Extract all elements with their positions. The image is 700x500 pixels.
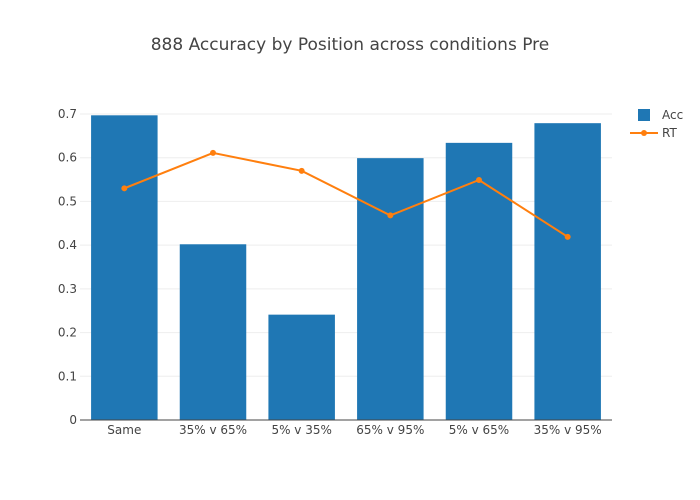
y-tick-labels: 0 0.1 0.2 0.3 0.4 0.5 0.6 0.7: [58, 107, 77, 427]
y-tick-label-5: 0.5: [58, 194, 77, 208]
bar-0[interactable]: [91, 115, 158, 420]
point-rt-2[interactable]: [298, 167, 305, 174]
x-tick-label-0: Same: [107, 423, 141, 437]
grid-layer: [80, 113, 612, 377]
bar-5[interactable]: [534, 123, 601, 421]
legend[interactable]: Acc RT: [630, 108, 683, 140]
point-rt-1[interactable]: [210, 149, 216, 156]
x-tick-label-5: 35% v 95%: [534, 423, 602, 437]
y-tick-label-3: 0.3: [58, 282, 77, 296]
x-tick-label-2: 5% v 35%: [271, 423, 331, 437]
line-layer: [121, 149, 571, 240]
point-rt-3[interactable]: [387, 212, 394, 219]
legend-swatch-acc: [638, 109, 650, 121]
x-tick-label-3: 65% v 95%: [356, 423, 424, 437]
bar-1[interactable]: [179, 244, 247, 420]
x-tick-labels: Same 35% v 65% 5% v 35% 65% v 95% 5% v 65% 35…: [107, 423, 601, 437]
point-rt-5[interactable]: [564, 233, 571, 240]
point-rt-0[interactable]: [121, 185, 128, 192]
point-rt-4[interactable]: [476, 177, 482, 184]
bar-3[interactable]: [357, 158, 424, 420]
y-tick-label-6: 0.6: [58, 151, 77, 165]
bar-4[interactable]: [445, 142, 513, 420]
legend-swatch-rt-marker: [641, 130, 647, 136]
bar-2[interactable]: [268, 314, 335, 420]
legend-label-rt: RT: [662, 126, 677, 140]
bars-layer: [91, 115, 601, 421]
chart-title: 888 Accuracy by Position across conditio…: [151, 35, 550, 55]
y-tick-label-7: 0.7: [58, 107, 77, 121]
y-tick-label-1: 0.1: [58, 369, 77, 383]
y-tick-label-0: 0: [69, 413, 77, 427]
line-rt: [123, 151, 569, 238]
legend-label-acc: Acc: [662, 108, 683, 122]
x-tick-label-4: 5% v 65%: [449, 423, 509, 437]
legend-item-rt[interactable]: RT: [630, 126, 677, 140]
x-tick-label-1: 35% v 65%: [179, 423, 247, 437]
y-tick-label-4: 0.4: [58, 238, 77, 252]
legend-item-acc[interactable]: Acc: [638, 108, 683, 122]
y-tick-label-2: 0.2: [58, 326, 77, 340]
